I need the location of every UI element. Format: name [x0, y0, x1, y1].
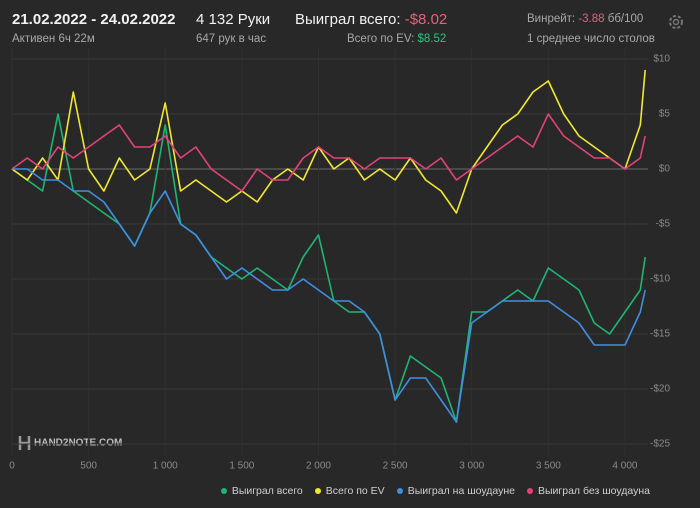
y-tick-label: $10: [653, 54, 670, 65]
x-tick-label: 4 000: [612, 461, 637, 472]
legend-item[interactable]: Выиграл всего: [220, 485, 303, 497]
series-line: [11, 113, 646, 192]
settings-icon: [669, 15, 683, 29]
x-tick-label: 1 500: [229, 461, 254, 472]
series-line: [12, 168, 646, 423]
won-label: Выиграл всего:: [295, 11, 401, 28]
legend-item[interactable]: Всего по EV: [314, 485, 385, 497]
legend-item[interactable]: Выиграл на шоудауне: [396, 485, 515, 497]
legend-label: Выиграл без шоудауна: [538, 485, 650, 497]
series-line: [11, 113, 646, 423]
y-tick-label: -$20: [650, 384, 670, 395]
winrate-label: Винрейт:: [527, 13, 576, 25]
won-value: -$8.02: [404, 11, 448, 28]
grid: [11, 48, 648, 455]
y-tick-label: -$10: [650, 274, 670, 285]
legend-swatch: [527, 488, 533, 495]
legend: Выиграл всего Всего по EV Выиграл на шоуда…: [220, 485, 650, 497]
x-tick-label: 500: [80, 461, 97, 472]
ev-label: Всего по EV:: [347, 33, 415, 45]
legend-item[interactable]: Выиграл без шоудауна: [527, 485, 650, 497]
date-range: 21.02.2022 - 24.02.2022: [12, 11, 176, 28]
avg-tables: 1 среднее число столов: [527, 33, 655, 45]
watermark-text: HAND2NOTE.COM: [34, 438, 122, 449]
x-tick-label: 3 500: [536, 461, 561, 472]
x-tick-label: 2 000: [306, 461, 331, 472]
hands: 4 132 Руки: [196, 11, 271, 28]
hands-per-hour: 647 рук в час: [196, 33, 267, 45]
watermark: HAND2NOTE.COM: [18, 436, 122, 450]
y-tick-label: -$5: [656, 219, 671, 230]
x-tick-label: 3 000: [459, 461, 484, 472]
won-total: Выиграл всего: -$8.02: [295, 11, 447, 28]
legend-swatch: [220, 488, 227, 495]
legend-label: Выиграл на шоудауне: [407, 485, 515, 497]
y-tick-label: -$25: [650, 439, 670, 450]
y-tick-label: $5: [659, 109, 671, 120]
y-tick-label: $0: [659, 164, 671, 175]
winrate-unit: бб/100: [607, 13, 644, 25]
active-time: Активен 6ч 22м: [12, 33, 95, 45]
x-tick-label: 2 500: [383, 461, 408, 472]
y-tick-label: -$15: [650, 329, 670, 340]
ev-total: Всего по EV: $8.52: [347, 33, 446, 45]
x-tick-label: 1 000: [153, 461, 178, 472]
legend-label: Всего по EV: [325, 485, 385, 497]
legend-label: Выиграл всего: [231, 485, 303, 497]
x-tick-label: 0: [9, 461, 15, 472]
series-line: [11, 69, 646, 214]
legend-swatch: [396, 488, 403, 495]
legend-swatch: [314, 488, 321, 495]
ev-value: $8.52: [417, 33, 447, 45]
winrate-value: -3.88: [578, 13, 605, 25]
winrate: Винрейт: -3.88 бб/100: [527, 13, 643, 25]
